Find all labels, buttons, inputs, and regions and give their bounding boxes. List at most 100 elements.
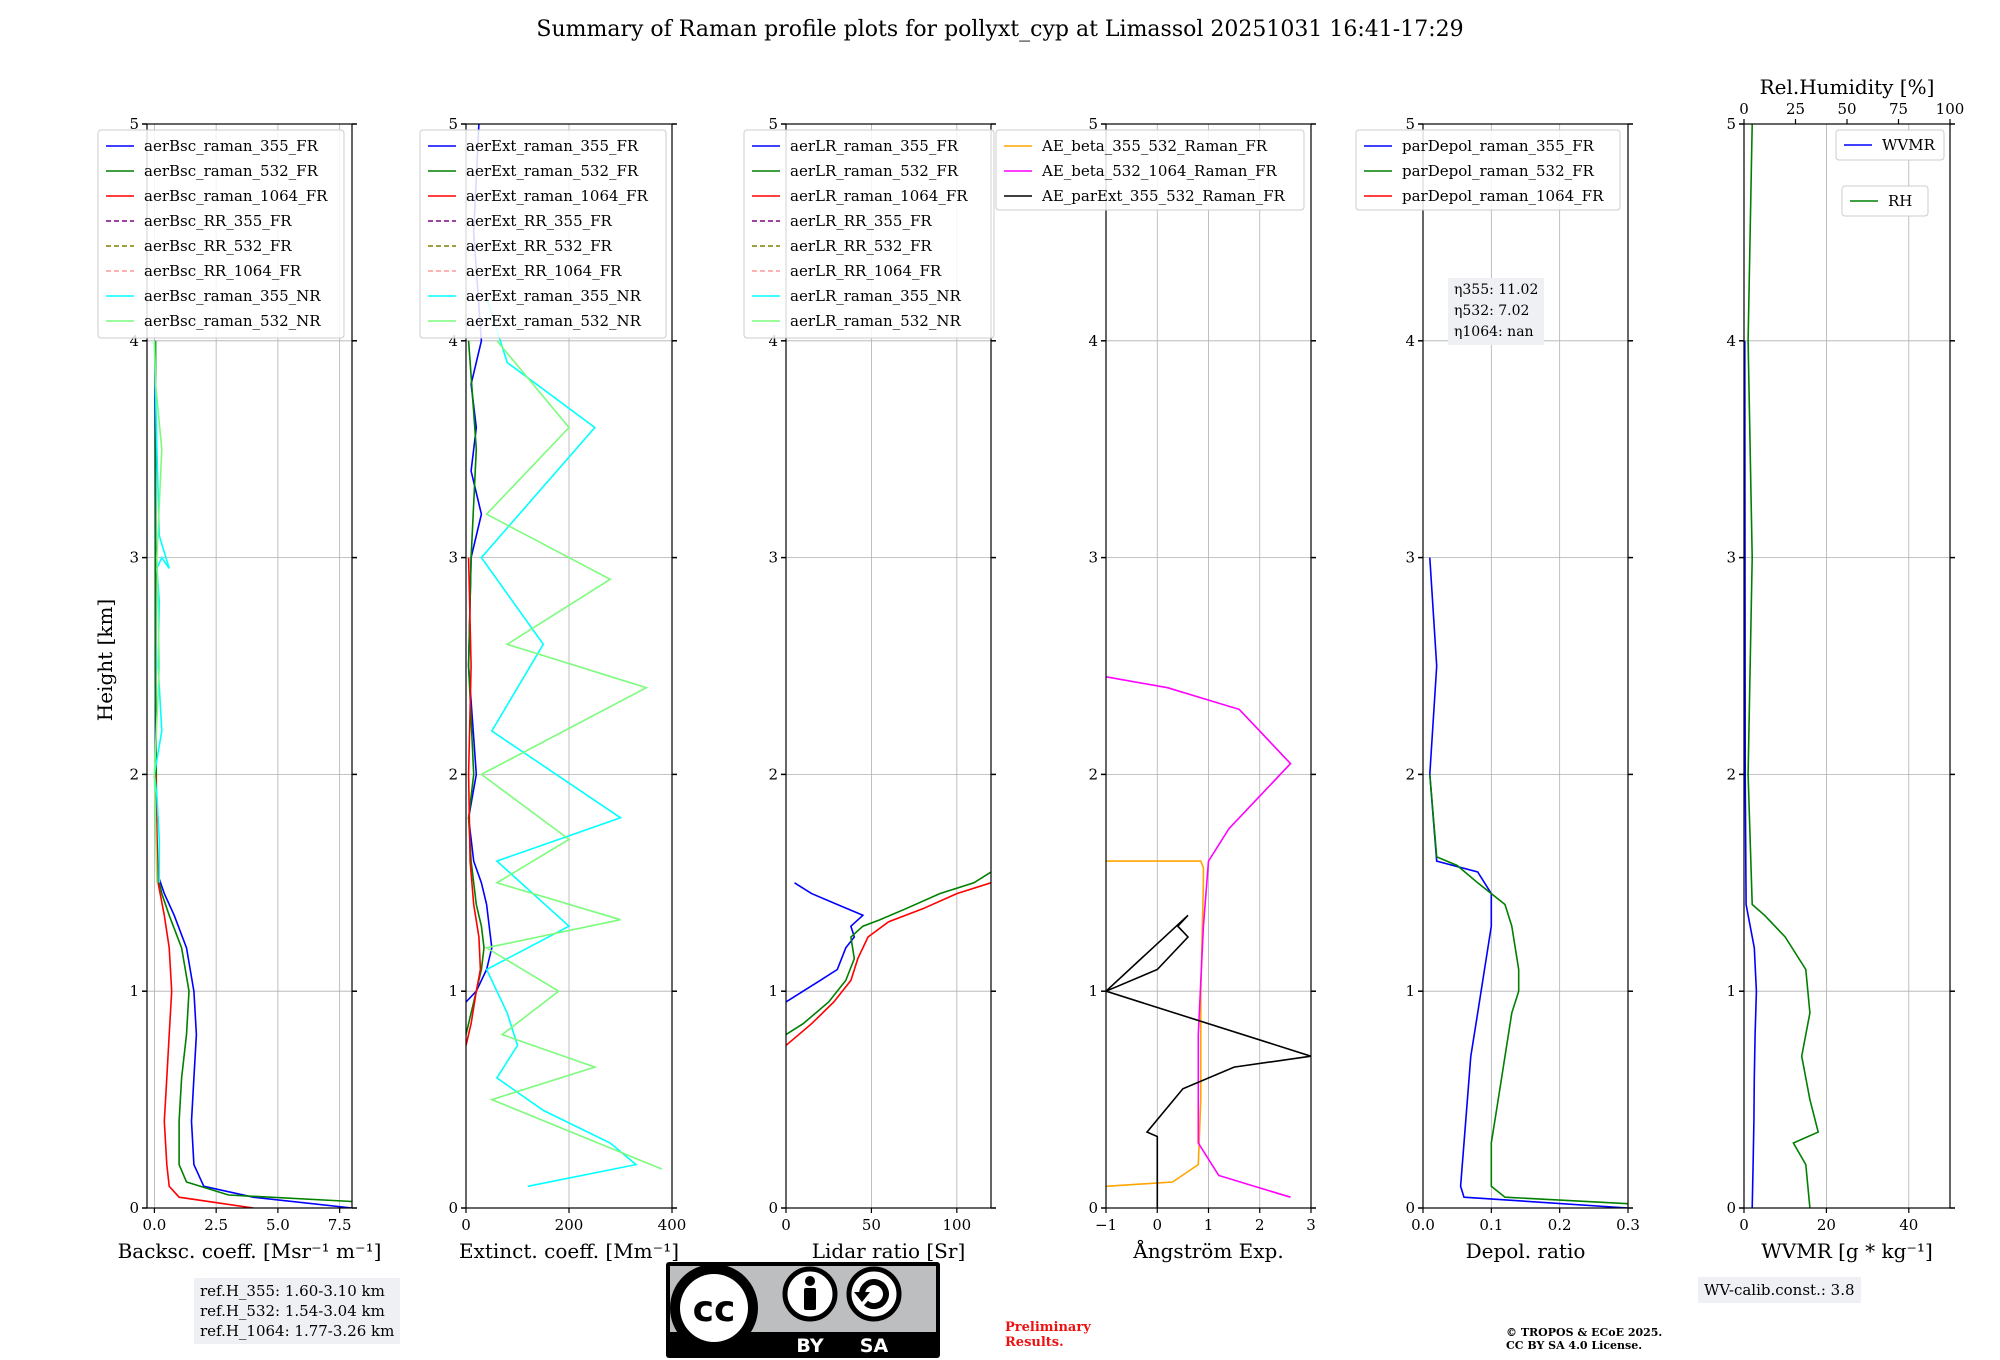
y-tick-label: 3: [448, 549, 458, 567]
y-tick-label: 5: [1088, 115, 1098, 133]
x-tick-label: 2.5: [204, 1216, 228, 1234]
x-tick-label: −1: [1095, 1216, 1117, 1234]
x-tick-label: 20: [1817, 1216, 1836, 1234]
sa-share-arrow: [859, 1279, 889, 1310]
y-tick-label: 4: [1726, 332, 1736, 350]
eta-1064: η1064: nan: [1454, 324, 1534, 340]
y-tick-label: 0: [448, 1199, 458, 1217]
y-tick-label: 2: [448, 765, 458, 783]
y-tick-label: 4: [129, 332, 139, 350]
x-tick-label: 0.3: [1616, 1216, 1640, 1234]
legend-label: parDepol_raman_355_FR: [1402, 137, 1595, 155]
x-tick-label: 7.5: [328, 1216, 352, 1234]
legend-label: aerLR_raman_532_FR: [790, 162, 959, 180]
x-tick-label: 0.0: [142, 1216, 166, 1234]
legend-label: AE_beta_355_532_Raman_FR: [1041, 137, 1268, 155]
top-tick-label: 0: [1739, 100, 1749, 118]
panel-series: [786, 871, 991, 1047]
eta-355: η355: 11.02: [1454, 282, 1539, 298]
y-tick-label: 0: [1405, 1199, 1415, 1217]
x-tick-label: 400: [658, 1216, 687, 1234]
top-axis-label: Rel.Humidity [%]: [1760, 75, 1935, 99]
legend-box: [995, 129, 1305, 211]
y-tick-label: 0: [1726, 1199, 1736, 1217]
figure-title: Summary of Raman profile plots for polly…: [536, 17, 1463, 42]
legend-label: aerExt_raman_532_FR: [466, 162, 639, 180]
y-tick-label: 1: [1405, 982, 1415, 1000]
legend-box: [419, 129, 667, 339]
y-tick-label: 3: [768, 549, 778, 567]
top-tick-label: 25: [1786, 100, 1805, 118]
legend-label: aerExt_raman_532_NR: [466, 312, 642, 330]
axes-frame: [146, 123, 353, 1209]
preliminary-line-1: Preliminary: [1005, 1320, 1091, 1335]
x-tick-label: 1: [1204, 1216, 1214, 1234]
legend-label: aerExt_raman_355_NR: [466, 287, 642, 305]
x-tick-label: 0: [781, 1216, 791, 1234]
series-line-aerext-raman-355-nr: [480, 297, 638, 1188]
series-line-pardepol-raman-532-fr: [1429, 774, 1628, 1205]
series-line-ae-beta-355-532-raman-fr: [1106, 860, 1205, 1188]
series-line-aerlr-raman-1064-fr: [786, 882, 991, 1047]
y-tick-label: 4: [768, 332, 778, 350]
legend-label: aerExt_raman_355_FR: [466, 137, 639, 155]
legend-label: aerBsc_RR_1064_FR: [144, 262, 302, 280]
wv-calib-box: WV-calib.const.: 3.8: [1698, 1277, 1861, 1303]
legend-label: aerLR_RR_532_FR: [790, 237, 932, 255]
ref-h-1064: ref.H_1064: 1.77-3.26 km: [200, 1322, 395, 1340]
legend-label: aerLR_raman_1064_FR: [790, 187, 968, 205]
by-label: BY: [796, 1335, 823, 1357]
x-tick-label: 100: [943, 1216, 972, 1234]
wv-calib-text: WV-calib.const.: 3.8: [1704, 1281, 1855, 1299]
legend-label: AE_beta_532_1064_Raman_FR: [1041, 162, 1277, 180]
y-tick-label: 3: [1405, 549, 1415, 567]
x-axis-label: Lidar ratio [Sr]: [812, 1239, 966, 1263]
x-tick-label: 3: [1306, 1216, 1316, 1234]
legend-box: [743, 129, 995, 339]
copyright-note: © TROPOS & ECoE 2025. CC BY SA 4.0 Licen…: [1506, 1326, 1662, 1352]
legend-label: aerBsc_RR_532_FR: [144, 237, 292, 255]
x-tick-label: 0: [1739, 1216, 1749, 1234]
y-tick-label: 3: [1088, 549, 1098, 567]
series-line-pardepol-raman-355-fr: [1428, 557, 1628, 1208]
by-person-head: [805, 1276, 815, 1286]
legend-label: aerLR_raman_532_NR: [790, 312, 961, 330]
x-axis-label: Ångström Exp.: [1132, 1238, 1283, 1263]
legend: AE_beta_355_532_Raman_FR AE_beta_532_1064…: [995, 129, 1305, 211]
legend-label: parDepol_raman_1064_FR: [1402, 187, 1604, 205]
legend: aerLR_raman_355_FR aerLR_raman_532_FR aerL…: [743, 129, 995, 339]
x-tick-label: 200: [555, 1216, 584, 1234]
panel-series: [1106, 676, 1311, 1208]
y-tick-label: 2: [1726, 765, 1736, 783]
panel-dep: 0 1 2 3 4 5 0.0 0.1 0.2 0.3 Depol. ratio parDepol_r…: [1355, 115, 1640, 1263]
legend-label: aerLR_raman_355_FR: [790, 137, 959, 155]
y-tick-label: 5: [768, 115, 778, 133]
y-tick-label: 4: [448, 332, 458, 350]
legend: aerExt_raman_355_FR aerExt_raman_532_FRae…: [419, 129, 667, 339]
legend-box: [1835, 129, 1945, 161]
y-tick-label: 1: [1726, 982, 1736, 1000]
ref-height-box: ref.H_355: 1.60-3.10 km ref.H_532: 1.54-…: [194, 1278, 401, 1344]
copyright-line-2: CC BY SA 4.0 License.: [1506, 1339, 1643, 1352]
x-axis-label: Extinct. coeff. [Mm⁻¹]: [459, 1239, 679, 1263]
series-line-aerlr-raman-532-fr: [786, 871, 991, 1036]
legend-label: aerExt_raman_1064_FR: [466, 187, 648, 205]
y-tick-label: 3: [129, 549, 139, 567]
legend-box: [1355, 129, 1621, 211]
y-tick-label: 1: [129, 982, 139, 1000]
axes-frame: [1743, 123, 1951, 1209]
x-tick-label: 0.2: [1548, 1216, 1572, 1234]
x-axis-label: Depol. ratio: [1466, 1239, 1586, 1263]
legend-label: aerLR_RR_355_FR: [790, 212, 932, 230]
x-tick-label: 2: [1255, 1216, 1265, 1234]
series-line-ae-beta-532-1064-raman-fr: [1106, 676, 1292, 1198]
y-tick-label: 2: [1405, 765, 1415, 783]
sa-label: SA: [860, 1335, 889, 1357]
y-tick-label: 5: [1726, 115, 1736, 133]
axes-frame: [785, 123, 992, 1209]
x-axis-label: WVMR [g * kg⁻¹]: [1761, 1239, 1933, 1263]
legend-label: aerLR_RR_1064_FR: [790, 262, 942, 280]
legend: parDepol_raman_355_FR parDepol_raman_532_…: [1355, 129, 1621, 211]
